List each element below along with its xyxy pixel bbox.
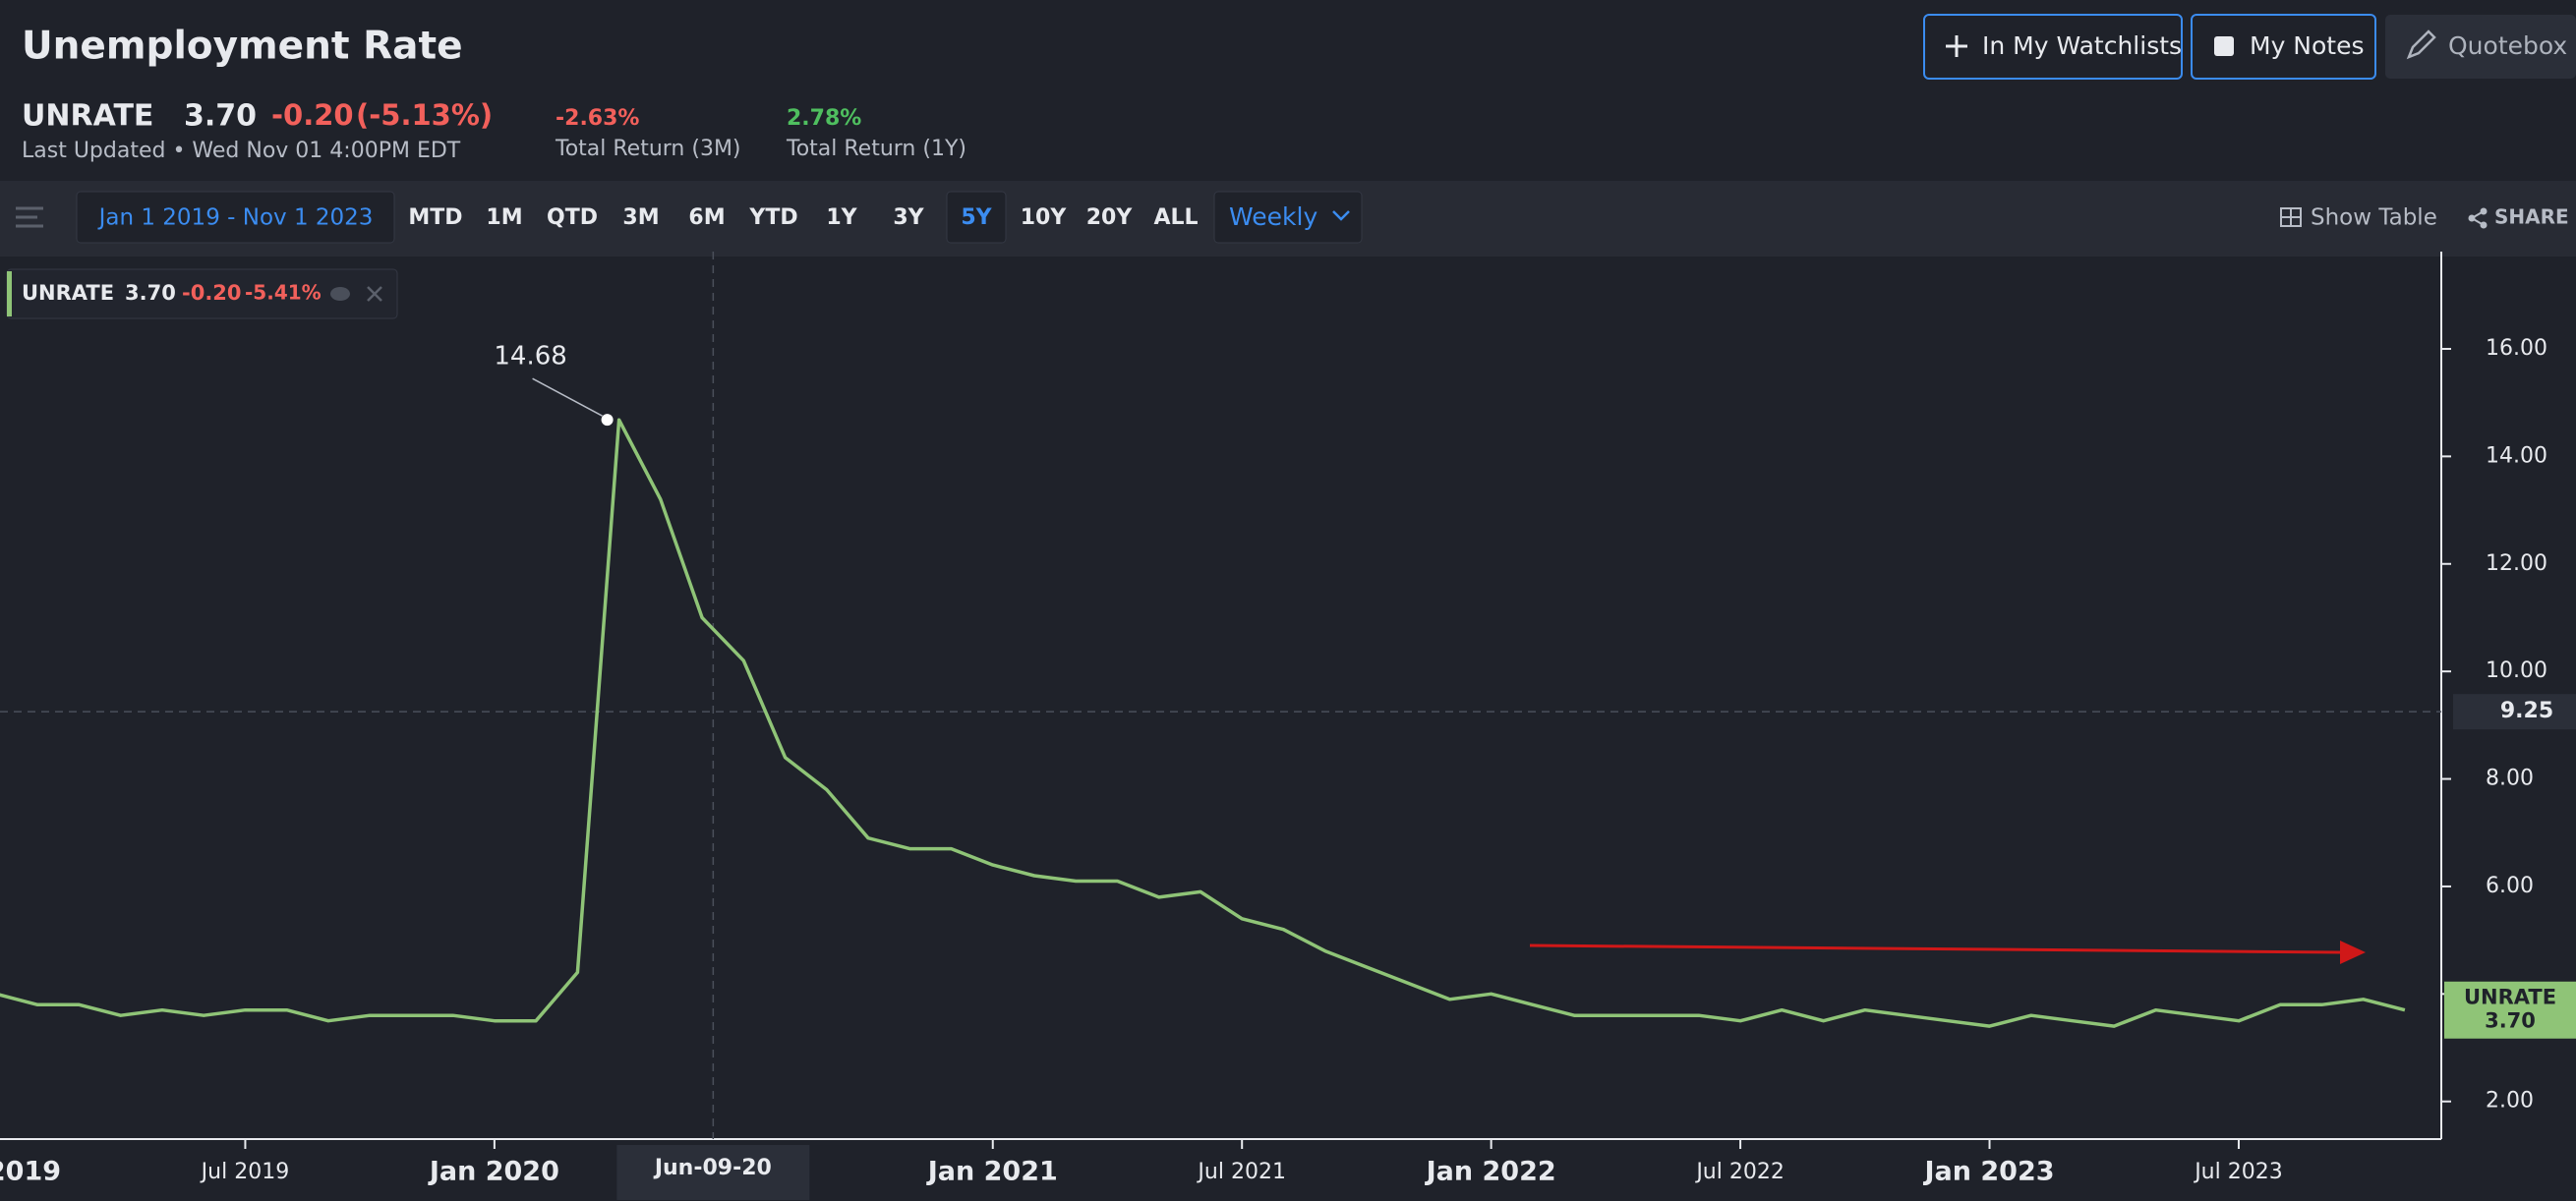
date-range[interactable]: Jan 1 2019 - Nov 1 2023	[97, 205, 374, 231]
button-label[interactable]: Quotebox	[2448, 31, 2567, 60]
title: Unemployment Rate	[22, 25, 463, 69]
range-button[interactable]: 10Y	[1021, 205, 1068, 230]
x-tick-label: Jan 2019	[0, 1157, 61, 1187]
range-button[interactable]: QTD	[547, 205, 598, 230]
crosshair-x-label: Jun-09-20	[653, 1156, 772, 1180]
note-icon	[2214, 36, 2234, 56]
x-tick-label: Jul 2023	[2193, 1160, 2283, 1184]
change: -0.20	[271, 98, 354, 132]
range-button[interactable]: ALL	[1153, 205, 1198, 230]
range-buttons: MTD 1M QTD 3M 6M YTD 1Y 3Y 5Y 10Y 20Y ALL	[408, 191, 1199, 244]
button-label[interactable]: My Notes	[2250, 31, 2365, 60]
y-tick-label: 8.00	[2486, 767, 2534, 791]
last-updated: Last Updated • Wed Nov 01 4:00PM EDT	[22, 139, 461, 163]
range-button[interactable]: 6M	[688, 205, 725, 230]
legend-settings-icon[interactable]	[330, 287, 350, 301]
x-tick-label: Jul 2021	[1196, 1160, 1286, 1184]
annotation-arrow	[1529, 944, 2341, 954]
y-tick-label: 6.00	[2486, 874, 2534, 898]
series-line	[0, 418, 2406, 1028]
last-tag-value: 3.70	[2485, 1009, 2536, 1033]
plus-icon	[1946, 35, 1967, 57]
table-icon-grid	[2281, 208, 2301, 226]
x-tick-label: Jul 2022	[1694, 1160, 1785, 1184]
crosshair-y-label: 9.25	[2500, 699, 2553, 723]
menu-icon[interactable]	[16, 206, 43, 228]
legend-swatch	[7, 271, 12, 316]
peak-marker	[601, 414, 614, 427]
interval-box[interactable]	[1213, 191, 1363, 244]
y-tick-label: 14.00	[2486, 443, 2547, 468]
range-button[interactable]: YTD	[748, 205, 797, 230]
show-table[interactable]: Show Table	[2311, 205, 2437, 231]
x-tick-label: Jan 2021	[926, 1157, 1058, 1187]
range-button[interactable]: MTD	[408, 205, 462, 230]
range-button[interactable]: 1M	[486, 205, 522, 230]
arrow-head	[2340, 941, 2366, 964]
button-label[interactable]: In My Watchlists	[1982, 31, 2182, 60]
range-button[interactable]: 1Y	[826, 205, 857, 230]
notes-button[interactable]: My Notes	[2191, 14, 2376, 80]
range-button[interactable]: 3Y	[893, 205, 924, 230]
interval[interactable]: Weekly	[1229, 202, 1317, 231]
share[interactable]: SHARE	[2494, 205, 2569, 229]
dropdown-icon	[1332, 210, 1350, 221]
x-tick-label: Jul 2019	[200, 1160, 290, 1184]
legend-value: 3.70	[125, 281, 176, 305]
return-value: -2.63%	[556, 106, 639, 131]
button-box[interactable]	[2385, 15, 2576, 79]
range-selected[interactable]	[946, 191, 1007, 244]
quotebox-button[interactable]: Quotebox	[2385, 15, 2576, 79]
return-label: Total Return (3M)	[555, 137, 741, 161]
button-box[interactable]	[2191, 14, 2376, 80]
pencil-icon	[2406, 29, 2436, 60]
return-label: Total Return (1Y)	[786, 137, 966, 161]
legend-close[interactable]	[367, 286, 382, 302]
x-tick-label: Jan 2023	[1922, 1157, 2054, 1187]
date-range-box[interactable]	[76, 191, 395, 244]
x-tick-label: Jan 2020	[428, 1157, 559, 1187]
range-button[interactable]: 3M	[622, 205, 659, 230]
button-box[interactable]	[1923, 14, 2183, 80]
return-value: 2.78%	[787, 106, 861, 131]
peak-label: 14.68	[494, 342, 566, 372]
legend-symbol: UNRATE	[22, 281, 114, 305]
range-button[interactable]: 20Y	[1086, 205, 1134, 230]
peak-leader	[532, 377, 603, 417]
symbol: UNRATE	[22, 99, 153, 134]
y-tick-label: 16.00	[2486, 336, 2547, 361]
crosshair-y-box	[2453, 694, 2576, 730]
price: 3.70	[184, 99, 257, 134]
change-pct: (-5.13%)	[356, 98, 493, 132]
x-tick-label: Jan 2022	[1425, 1157, 1556, 1187]
last-tag-name: UNRATE	[2464, 986, 2556, 1009]
plot: 2.004.006.008.0010.0012.0014.0016.00Jan …	[0, 252, 2576, 1200]
legend-change: -0.20	[182, 281, 242, 305]
watchlist-button[interactable]: In My Watchlists	[1923, 14, 2183, 80]
y-tick-label: 10.00	[2486, 658, 2547, 683]
y-tick-label: 2.00	[2486, 1089, 2534, 1114]
legend-change-pct: -5.41%	[245, 281, 322, 305]
range-button[interactable]: 5Y	[961, 205, 992, 230]
y-tick-label: 12.00	[2486, 551, 2547, 576]
share-icon	[2468, 207, 2488, 229]
last-value-tag	[2444, 981, 2576, 1039]
crosshair-x-box	[616, 1145, 810, 1200]
